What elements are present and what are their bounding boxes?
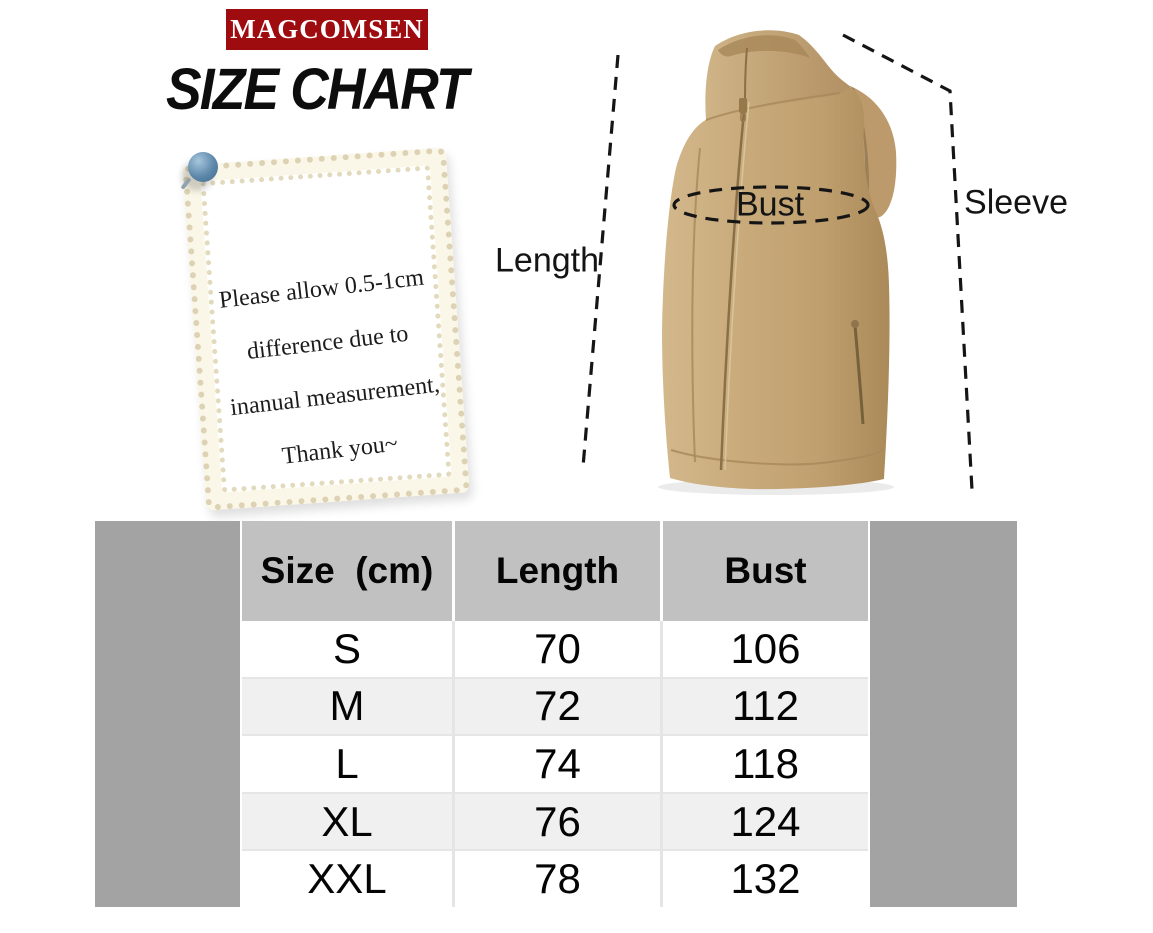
- size-table-body: S 70 106 M 72 112 L 74 118 XL 76 124 XXL 78 132: [242, 621, 868, 907]
- zipper-highlight: [724, 101, 750, 471]
- table-cell: M: [242, 678, 452, 735]
- table-cell: S: [242, 621, 452, 677]
- table-cell: L: [242, 736, 452, 792]
- table-cell: 124: [663, 793, 868, 850]
- page-title: SIZE CHART: [166, 57, 469, 122]
- vest-illustration: [581, 30, 974, 495]
- pushpin-icon: [188, 152, 218, 182]
- zipper-pull: [739, 98, 747, 113]
- left-seam: [691, 147, 701, 463]
- zipper-pull-loop: [740, 112, 746, 122]
- left-gray-bar: [95, 521, 240, 907]
- table-row: M 72 112: [242, 678, 868, 735]
- table-cell: 70: [455, 621, 660, 677]
- table-cell: 106: [663, 621, 868, 677]
- header-cell-bust: Bust: [663, 521, 868, 621]
- table-cell: 76: [455, 793, 660, 850]
- sleeve-label: Sleeve: [964, 183, 1068, 222]
- pocket-zip-tab: [851, 320, 859, 328]
- table-cell: 72: [455, 678, 660, 735]
- note-paper-inner: Please allow 0.5-1cm difference due to i…: [200, 165, 452, 493]
- pocket-zip: [853, 324, 865, 425]
- table-cell: 78: [455, 851, 660, 907]
- note-paper: Please allow 0.5-1cm difference due to i…: [182, 147, 470, 511]
- brand-logo-text: MAGCOMSEN: [230, 14, 424, 44]
- note-text: Please allow 0.5-1cm difference due to i…: [206, 173, 445, 485]
- table-row: XXL 78 132: [242, 851, 868, 907]
- table-cell: 112: [663, 678, 868, 735]
- collar-seam: [705, 92, 841, 121]
- table-cell: 132: [663, 851, 868, 907]
- table-cell: 74: [455, 736, 660, 792]
- hem-seam: [670, 449, 885, 466]
- table-row: XL 76 124: [242, 793, 868, 850]
- header-cell-length: Length: [455, 521, 660, 621]
- brand-logo: MAGCOMSEN: [226, 9, 428, 50]
- size-table-header: Size (cm) Length Bust: [242, 521, 868, 621]
- sleeve-line: [842, 33, 974, 491]
- table-row: S 70 106: [242, 621, 868, 677]
- bust-label: Bust: [735, 185, 805, 224]
- vest-body: [662, 86, 890, 490]
- table-cell: XL: [242, 793, 452, 850]
- zipper-line: [719, 101, 747, 471]
- length-label: Length: [495, 241, 599, 280]
- header-cell-size: Size (cm): [242, 521, 452, 621]
- table-row: L 74 118: [242, 736, 868, 792]
- length-line: [581, 54, 620, 468]
- table-cell: 118: [663, 736, 868, 792]
- collar-inner: [718, 35, 810, 58]
- right-gray-bar: [870, 521, 1017, 907]
- table-cell: XXL: [242, 851, 452, 907]
- bust-ellipse: [672, 185, 870, 225]
